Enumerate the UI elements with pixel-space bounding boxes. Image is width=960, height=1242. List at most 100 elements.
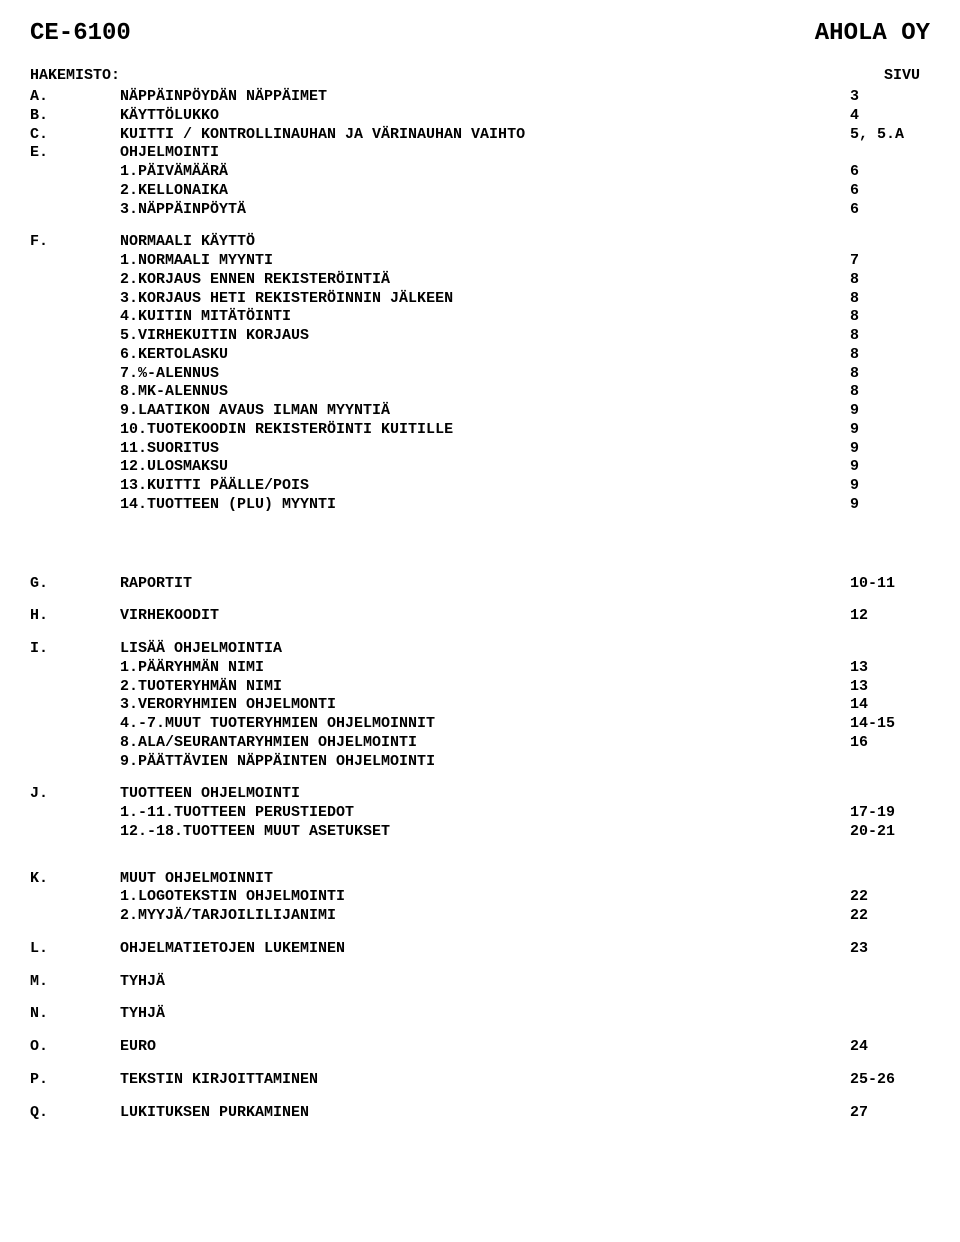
index-subrow: 5. VIRHEKUITIN KORJAUS8 [30, 327, 930, 346]
row-title: 1. PÄÄRYHMÄN NIMI [120, 659, 850, 678]
index-subrow: 12. ULOSMAKSU9 [30, 458, 930, 477]
row-number: 8. [120, 734, 138, 753]
row-letter: E. [30, 144, 120, 163]
index-list: A.NÄPPÄINPÖYDÄN NÄPPÄIMET3B.KÄYTTÖLUKKO4… [30, 88, 930, 1122]
row-page [850, 753, 930, 772]
index-page-label: SIVU [884, 67, 930, 84]
row-title-text: VERORYHMIEN OHJELMONTI [138, 696, 336, 713]
index-subrow: 7. %-ALENNUS8 [30, 365, 930, 384]
row-blank [30, 383, 120, 402]
row-page: 14 [850, 696, 930, 715]
row-page: 7 [850, 252, 930, 271]
row-page: 8 [850, 365, 930, 384]
row-title-text: TUOTTEEN (PLU) MYYNTI [147, 496, 336, 513]
row-blank [30, 290, 120, 309]
index-row: E.OHJELMOINTI [30, 144, 930, 163]
row-title: 4.-7. MUUT TUOTERYHMIEN OHJELMOINNIT [120, 715, 850, 734]
index-row: K.MUUT OHJELMOINNIT [30, 870, 930, 889]
row-title: 3. NÄPPÄINPÖYTÄ [120, 201, 850, 220]
row-title: 3. KORJAUS HETI REKISTERÖINNIN JÄLKEEN [120, 290, 850, 309]
row-title: 2. KORJAUS ENNEN REKISTERÖINTIÄ [120, 271, 850, 290]
row-title-text: LAATIKON AVAUS ILMAN MYYNTIÄ [138, 402, 390, 419]
row-number: 1.-11. [120, 804, 174, 823]
index-row: J.TUOTTEEN OHJELMOINTI [30, 785, 930, 804]
row-title: MUUT OHJELMOINNIT [120, 870, 850, 889]
row-title: NORMAALI KÄYTTÖ [120, 233, 850, 252]
index-row: A.NÄPPÄINPÖYDÄN NÄPPÄIMET3 [30, 88, 930, 107]
index-subrow: 4.-7. MUUT TUOTERYHMIEN OHJELMOINNIT14-1… [30, 715, 930, 734]
row-page [850, 973, 930, 992]
row-title: 5. VIRHEKUITIN KORJAUS [120, 327, 850, 346]
row-title: VIRHEKOODIT [120, 607, 850, 626]
index-row: P.TEKSTIN KIRJOITTAMINEN25-26 [30, 1071, 930, 1090]
row-blank [30, 201, 120, 220]
row-letter: H. [30, 607, 120, 626]
row-title: 4. KUITIN MITÄTÖINTI [120, 308, 850, 327]
index-row: Q.LUKITUKSEN PURKAMINEN27 [30, 1104, 930, 1123]
row-title: OHJELMATIETOJEN LUKEMINEN [120, 940, 850, 959]
index-subrow: 3. VERORYHMIEN OHJELMONTI14 [30, 696, 930, 715]
row-title-text: TUOTERYHMÄN NIMI [138, 678, 282, 695]
row-number: 2. [120, 907, 138, 926]
row-blank [30, 753, 120, 772]
row-title-text: LOGOTEKSTIN OHJELMOINTI [138, 888, 345, 905]
row-title-text: TUOTTEEN MUUT ASETUKSET [183, 823, 390, 840]
header-left: CE-6100 [30, 20, 131, 47]
row-page: 24 [850, 1038, 930, 1057]
row-title: LUKITUKSEN PURKAMINEN [120, 1104, 850, 1123]
index-subrow: 2. TUOTERYHMÄN NIMI13 [30, 678, 930, 697]
row-number: 3. [120, 201, 138, 220]
row-number: 1. [120, 659, 138, 678]
row-page: 22 [850, 888, 930, 907]
row-title: KÄYTTÖLUKKO [120, 107, 850, 126]
row-letter: P. [30, 1071, 120, 1090]
row-blank [30, 346, 120, 365]
index-subrow: 8. ALA/SEURANTARYHMIEN OHJELMOINTI16 [30, 734, 930, 753]
index-row: O.EURO24 [30, 1038, 930, 1057]
row-blank [30, 907, 120, 926]
row-page: 8 [850, 346, 930, 365]
row-title: 1.-11. TUOTTEEN PERUSTIEDOT [120, 804, 850, 823]
index-row: H.VIRHEKOODIT12 [30, 607, 930, 626]
index-subrow: 1.-11. TUOTTEEN PERUSTIEDOT17-19 [30, 804, 930, 823]
row-number: 4. [120, 308, 138, 327]
row-title-text: TUOTTEEN PERUSTIEDOT [174, 804, 354, 821]
row-blank [30, 804, 120, 823]
row-title-text: ULOSMAKSU [147, 458, 228, 475]
row-number: 8. [120, 383, 138, 402]
row-title: 3. VERORYHMIEN OHJELMONTI [120, 696, 850, 715]
row-blank [30, 477, 120, 496]
row-page: 20-21 [850, 823, 930, 842]
row-title: RAPORTIT [120, 575, 850, 594]
index-row: B.KÄYTTÖLUKKO4 [30, 107, 930, 126]
row-page: 25-26 [850, 1071, 930, 1090]
row-number: 4.-7. [120, 715, 165, 734]
index-row: G.RAPORTIT10-11 [30, 575, 930, 594]
row-blank [30, 888, 120, 907]
row-blank [30, 252, 120, 271]
index-subrow: 6. KERTOLASKU8 [30, 346, 930, 365]
row-blank [30, 327, 120, 346]
row-number: 12. [120, 458, 147, 477]
row-title-text: KUITTI PÄÄLLE/POIS [147, 477, 309, 494]
row-blank [30, 678, 120, 697]
index-subrow: 2. KORJAUS ENNEN REKISTERÖINTIÄ8 [30, 271, 930, 290]
row-blank [30, 696, 120, 715]
row-page: 10-11 [850, 575, 930, 594]
row-title: 11. SUORITUS [120, 440, 850, 459]
row-page [850, 640, 930, 659]
row-blank [30, 659, 120, 678]
row-title: 1. LOGOTEKSTIN OHJELMOINTI [120, 888, 850, 907]
row-title-text: SUORITUS [147, 440, 219, 457]
index-subrow: 11. SUORITUS9 [30, 440, 930, 459]
row-number: 3. [120, 696, 138, 715]
row-letter: I. [30, 640, 120, 659]
row-page: 17-19 [850, 804, 930, 823]
row-title: 14. TUOTTEEN (PLU) MYYNTI [120, 496, 850, 515]
row-blank [30, 496, 120, 515]
row-blank [30, 458, 120, 477]
document-header: CE-6100 AHOLA OY [30, 20, 930, 47]
row-number: 1. [120, 888, 138, 907]
row-title: TYHJÄ [120, 973, 850, 992]
row-title-text: KELLONAIKA [138, 182, 228, 199]
